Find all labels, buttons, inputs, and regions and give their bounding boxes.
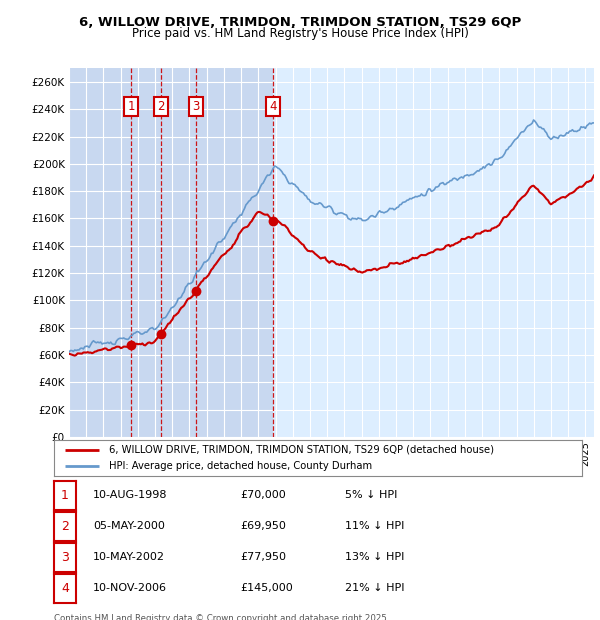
Text: 6, WILLOW DRIVE, TRIMDON, TRIMDON STATION, TS29 6QP (detached house): 6, WILLOW DRIVE, TRIMDON, TRIMDON STATIO… [109,445,494,455]
Text: 5% ↓ HPI: 5% ↓ HPI [345,490,397,500]
Text: 3: 3 [61,551,69,564]
Text: 2: 2 [61,520,69,533]
Text: 10-AUG-1998: 10-AUG-1998 [93,490,167,500]
Point [191,286,200,296]
Text: Price paid vs. HM Land Registry's House Price Index (HPI): Price paid vs. HM Land Registry's House … [131,27,469,40]
Text: £69,950: £69,950 [240,521,286,531]
Text: £70,000: £70,000 [240,490,286,500]
Text: 10-MAY-2002: 10-MAY-2002 [93,552,165,562]
Text: Contains HM Land Registry data © Crown copyright and database right 2025.: Contains HM Land Registry data © Crown c… [54,614,389,620]
Text: £145,000: £145,000 [240,583,293,593]
Text: 6, WILLOW DRIVE, TRIMDON, TRIMDON STATION, TS29 6QP: 6, WILLOW DRIVE, TRIMDON, TRIMDON STATIO… [79,17,521,29]
Point [269,216,278,226]
Text: 21% ↓ HPI: 21% ↓ HPI [345,583,404,593]
Text: £77,950: £77,950 [240,552,286,562]
Text: 4: 4 [61,582,69,595]
Text: 10-NOV-2006: 10-NOV-2006 [93,583,167,593]
Point [156,329,166,339]
Text: 4: 4 [269,100,277,113]
Text: HPI: Average price, detached house, County Durham: HPI: Average price, detached house, Coun… [109,461,373,471]
Text: 1: 1 [127,100,135,113]
Text: 1: 1 [61,489,69,502]
Bar [69,68,274,437]
Text: 3: 3 [192,100,199,113]
Text: 05-MAY-2000: 05-MAY-2000 [93,521,165,531]
Text: 2: 2 [157,100,165,113]
Text: 11% ↓ HPI: 11% ↓ HPI [345,521,404,531]
Text: 13% ↓ HPI: 13% ↓ HPI [345,552,404,562]
Point [127,340,136,350]
